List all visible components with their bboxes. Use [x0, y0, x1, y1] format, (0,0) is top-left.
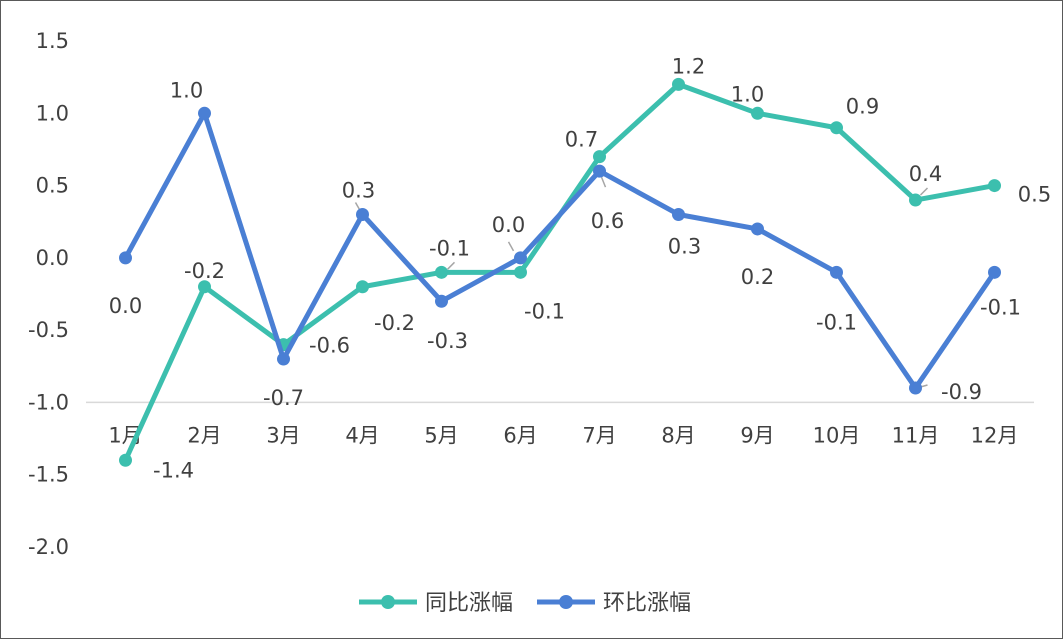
x-tick-label: 10月: [813, 423, 861, 447]
data-point: [593, 150, 606, 164]
data-point: [672, 207, 685, 221]
x-tick-label: 12月: [971, 423, 1019, 447]
data-label: 0.2: [741, 265, 774, 289]
data-label: 0.4: [909, 162, 942, 186]
data-point: [514, 251, 527, 265]
data-point: [356, 280, 369, 294]
y-tick-label: -1.0: [28, 390, 69, 414]
x-tick-label: 11月: [892, 423, 940, 447]
data-point: [751, 222, 764, 236]
data-point: [988, 265, 1001, 279]
data-point: [514, 265, 527, 279]
data-label: 0.5: [1018, 183, 1051, 207]
leader-line: [354, 202, 361, 210]
x-tick-label: 6月: [503, 423, 537, 447]
data-labels: -1.4 -0.2 -0.6 -0.2 -0.1 -0.1 0.7 1.2 1.0 0.9 0.4 0…: [109, 54, 1051, 482]
y-tick-label: 1.5: [36, 29, 69, 53]
x-tick-label: 3月: [266, 423, 300, 447]
data-label: -1.4: [153, 458, 194, 482]
y-tick-label: 1.0: [36, 101, 69, 125]
data-label: 0.3: [342, 178, 375, 202]
data-label: 0.0: [492, 213, 525, 237]
y-tick-label: -1.5: [28, 463, 69, 487]
data-point: [909, 381, 922, 395]
data-label: -0.1: [980, 295, 1021, 319]
data-label: -0.2: [374, 311, 415, 335]
data-point: [198, 106, 211, 120]
data-point: [988, 179, 1001, 193]
leader-line: [600, 176, 607, 188]
data-point: [435, 294, 448, 308]
data-point: [909, 193, 922, 207]
y-tick-label: 0.0: [36, 246, 69, 270]
y-tick-label: -2.0: [28, 535, 69, 559]
leader-line: [507, 241, 515, 252]
legend-swatch-marker: [381, 595, 395, 609]
data-label: -0.2: [184, 259, 225, 283]
x-axis: 1月 2月 3月 4月 5月 6月 7月 8月 9月 10月 11月 12月: [86, 401, 1034, 447]
data-label: -0.1: [816, 310, 857, 334]
leader-line: [919, 187, 929, 196]
legend-entry-label: 环比涨幅: [603, 591, 691, 616]
data-label: -0.7: [263, 386, 304, 410]
data-point: [119, 453, 132, 467]
x-tick-label: 5月: [424, 423, 458, 447]
data-label: 0.6: [591, 209, 624, 233]
series-line: [123, 110, 997, 391]
legend-swatch-marker: [559, 595, 573, 609]
data-point: [277, 352, 290, 366]
data-label: 0.0: [109, 294, 142, 318]
data-label: 0.7: [565, 128, 598, 152]
data-label: -0.1: [524, 299, 565, 323]
data-label: -0.3: [427, 329, 468, 353]
leader-line: [446, 261, 456, 270]
y-tick-label: 0.5: [36, 174, 69, 198]
data-label: -0.9: [941, 380, 982, 404]
data-point: [198, 280, 211, 294]
data-point: [830, 121, 843, 135]
data-point: [593, 164, 606, 178]
data-point: [672, 77, 685, 91]
y-tick-label: -0.5: [28, 318, 69, 342]
data-point: [435, 265, 448, 279]
x-tick-label: 7月: [582, 423, 616, 447]
data-label: 1.0: [170, 78, 203, 102]
data-point: [356, 207, 369, 221]
y-axis: 1.5 1.0 0.5 0.0 -0.5 -1.0 -1.5 -2.0: [28, 29, 69, 559]
data-point: [119, 251, 132, 265]
data-point: [751, 106, 764, 120]
x-tick-label: 8月: [661, 423, 695, 447]
x-tick-label: 9月: [740, 423, 774, 447]
data-point: [830, 265, 843, 279]
legend-entry-label: 同比涨幅: [425, 591, 513, 616]
legend: 同比涨幅 环比涨幅: [359, 591, 691, 616]
data-label: 1.2: [672, 54, 705, 78]
x-tick-label: 2月: [187, 423, 221, 447]
data-label: -0.1: [429, 236, 470, 260]
data-label: 0.3: [668, 234, 701, 258]
x-tick-label: 4月: [345, 423, 379, 447]
data-label: 0.9: [846, 95, 879, 119]
data-label: -0.6: [309, 334, 350, 358]
series-layer: [119, 77, 1001, 467]
data-label: 1.0: [731, 82, 764, 106]
